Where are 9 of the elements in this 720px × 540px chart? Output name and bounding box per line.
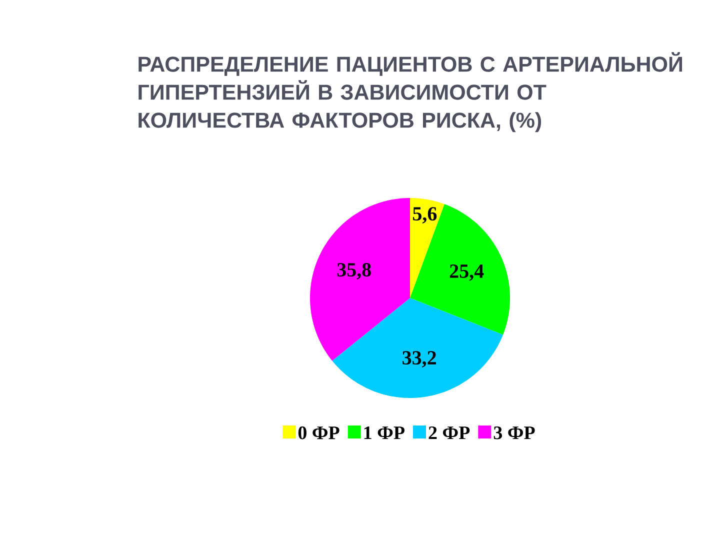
legend-label: 0 ФР	[298, 426, 340, 440]
data-label: 5,6	[413, 207, 437, 224]
data-label: 35,8	[337, 263, 371, 280]
data-label: 33,2	[402, 351, 436, 368]
chart-title: РАСПРЕДЕЛЕНИЕ ПАЦИЕНТОВ С АРТЕРИАЛЬНОЙ ГИПЕРТЕНЗИЕЙ В ЗАВИСИМОСТИ ОТ КОЛИЧЕСТВА ФАКТОРОВ РИСКА, (%)	[138, 52, 682, 132]
legend-label: 1 ФР	[364, 426, 404, 440]
data-label: 25,4	[450, 264, 484, 281]
legend-label: 3 ФР	[494, 426, 535, 440]
legend-label: 2 ФР	[428, 426, 470, 440]
